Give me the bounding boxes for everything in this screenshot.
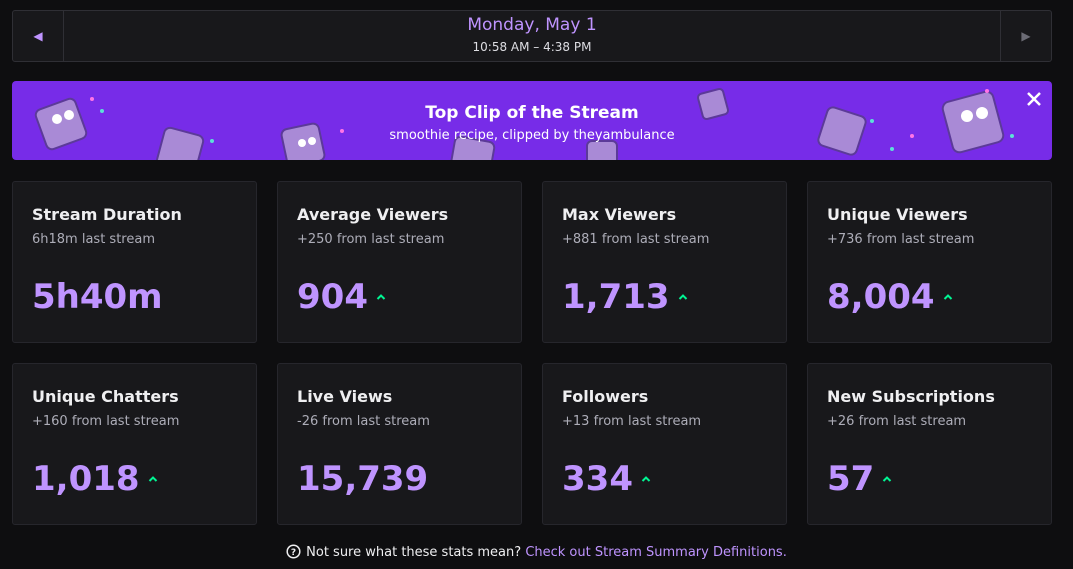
trend-up-icon (943, 294, 952, 300)
stat-comparison: -26 from last stream (297, 414, 430, 429)
stat-card: Live Views -26 from last stream 15,739 (277, 363, 522, 525)
stat-value: 8,004 (827, 277, 935, 317)
next-button[interactable]: ▶ (1000, 11, 1051, 61)
date-header: ◀ Monday, May 1 10:58 AM – 4:38 PM ▶ (12, 10, 1052, 62)
stat-card: Stream Duration 6h18m last stream 5h40m (12, 181, 257, 343)
stat-comparison: +26 from last stream (827, 414, 967, 429)
stat-title: Average Viewers (297, 205, 449, 224)
svg-text:?: ? (291, 548, 296, 558)
stat-comparison: +881 from last stream (562, 232, 710, 247)
previous-button[interactable]: ◀ (13, 11, 64, 61)
stat-card: Max Viewers +881 from last stream 1,713 (542, 181, 787, 343)
footer-text: Not sure what these stats mean? (306, 545, 522, 560)
stat-title: Stream Duration (32, 205, 182, 224)
close-button[interactable] (1026, 91, 1042, 107)
top-clip-banner[interactable]: Top Clip of the Stream smoothie recipe, … (12, 81, 1052, 160)
banner-title: Top Clip of the Stream (425, 103, 639, 123)
stat-title: New Subscriptions (827, 387, 995, 406)
trend-up-icon (641, 476, 651, 482)
stat-card: Average Viewers +250 from last stream 904 (277, 181, 522, 343)
stat-value-row: 15,739 (297, 459, 428, 499)
stat-card: New Subscriptions +26 from last stream 57 (807, 363, 1052, 525)
definitions-link[interactable]: Check out Stream Summary Definitions. (525, 545, 787, 560)
stat-title: Unique Chatters (32, 387, 179, 406)
stat-title: Followers (562, 387, 649, 406)
trend-up-icon (376, 294, 386, 300)
stat-card: Unique Viewers +736 from last stream 8,004 (807, 181, 1052, 343)
stat-value-row: 5h40m (32, 277, 163, 317)
stat-value: 57 (827, 459, 875, 499)
stat-value: 15,739 (297, 459, 429, 499)
trend-up-icon (883, 476, 892, 482)
stat-title: Max Viewers (562, 205, 677, 224)
stat-comparison: +736 from last stream (827, 232, 975, 247)
stat-value: 904 (297, 277, 368, 317)
footer: ? Not sure what these stats mean? Check o… (0, 544, 1073, 560)
stat-title: Unique Viewers (827, 205, 968, 224)
stat-value-row: 8,004 (827, 277, 953, 317)
stat-value: 334 (562, 459, 633, 499)
stat-card: Followers +13 from last stream 334 (542, 363, 787, 525)
stat-value-row: 57 (827, 459, 892, 499)
banner-subtitle: smoothie recipe, clipped by theyambulanc… (389, 128, 675, 143)
stat-value: 1,713 (562, 277, 670, 317)
stat-comparison: +13 from last stream (562, 414, 702, 429)
stat-value-row: 1,713 (562, 277, 688, 317)
stat-comparison: +160 from last stream (32, 414, 180, 429)
stat-value: 1,018 (32, 459, 140, 499)
help-icon: ? (286, 544, 301, 559)
time-range: 10:58 AM – 4:38 PM (472, 40, 592, 54)
stat-value-row: 334 (562, 459, 651, 499)
date-title: Monday, May 1 (467, 15, 597, 35)
stat-comparison: +250 from last stream (297, 232, 445, 247)
trend-up-icon (678, 294, 687, 300)
stat-title: Live Views (297, 387, 393, 406)
stat-card: Unique Chatters +160 from last stream 1,01… (12, 363, 257, 525)
banner-decoration (34, 87, 1014, 160)
stat-value-row: 1,018 (32, 459, 158, 499)
stat-value-row: 904 (297, 277, 386, 317)
stat-value: 5h40m (32, 277, 163, 317)
stat-comparison: 6h18m last stream (32, 232, 155, 247)
trend-up-icon (148, 476, 157, 482)
